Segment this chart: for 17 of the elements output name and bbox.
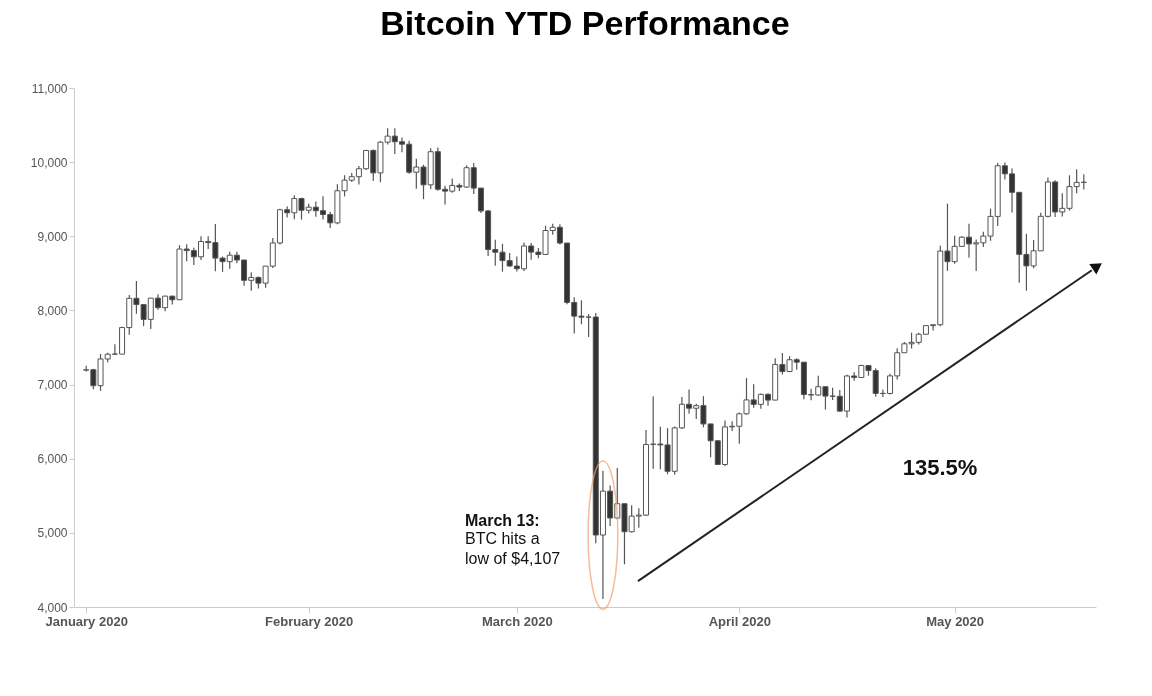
y-tick-label: 9,000: [37, 229, 68, 244]
x-tick-label: February 2020: [265, 613, 354, 629]
y-tick-label: 5,000: [37, 526, 68, 541]
y-tick-label: 10,000: [30, 155, 68, 170]
x-tick-label: January 2020: [45, 613, 128, 629]
y-tick-label: 4,000: [37, 600, 68, 615]
x-tick-label: March 2020: [481, 613, 553, 629]
y-tick-label: 7,000: [37, 378, 68, 393]
chart-title: Bitcoin YTD Performance: [380, 4, 790, 42]
annotation: BTC hits a low of $4,107: [465, 530, 561, 567]
x-tick-label: May 2020: [926, 613, 985, 629]
y-tick-label: 8,000: [37, 303, 68, 318]
annotation: March 13:: [465, 512, 540, 529]
x-tick-label: April 2020: [708, 613, 771, 629]
y-tick-label: 6,000: [37, 452, 68, 467]
annotation: 135.5%: [902, 455, 978, 480]
y-tick-label: 11,000: [31, 81, 68, 96]
